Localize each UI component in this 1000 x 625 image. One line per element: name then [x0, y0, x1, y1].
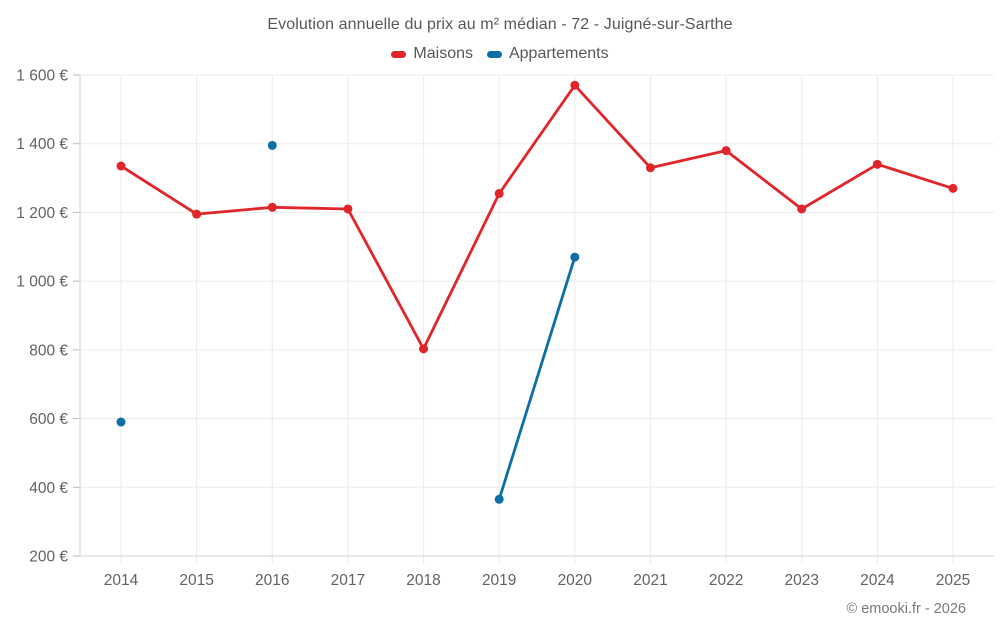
data-point-maisons-2015[interactable]	[192, 209, 202, 219]
data-point-maisons-2023[interactable]	[797, 204, 807, 214]
x-tick-label: 2016	[255, 572, 289, 589]
data-point-maisons-2024[interactable]	[872, 159, 882, 169]
legend: Maisons Appartements	[0, 45, 1000, 63]
x-tick-label: 2015	[179, 572, 213, 589]
data-point-maisons-2018[interactable]	[419, 344, 429, 354]
series-line-maisons	[119, 83, 955, 351]
appartements-swatch-icon	[486, 50, 502, 58]
x-tick-label: 2025	[936, 572, 970, 589]
y-tick-label: 800 €	[29, 342, 68, 359]
legend-label-maisons: Maisons	[413, 45, 473, 62]
data-point-appartements-2020[interactable]	[570, 252, 580, 262]
x-tick-label: 2018	[406, 572, 440, 589]
data-point-appartements-2016[interactable]	[267, 140, 277, 150]
chart-title: Evolution annuelle du prix au m² médian …	[267, 16, 733, 33]
legend-item-appartements[interactable]: Appartements	[486, 45, 609, 63]
x-tick-label: 2023	[784, 572, 818, 589]
watermark: © emooki.fr - 2026	[846, 601, 966, 617]
y-tick-label: 1 000 €	[16, 274, 68, 291]
data-point-maisons-2014[interactable]	[116, 161, 126, 171]
maisons-swatch-icon	[391, 50, 407, 58]
data-point-maisons-2020[interactable]	[570, 80, 580, 90]
data-point-appartements-2019[interactable]	[494, 494, 504, 504]
x-tick-label: 2020	[558, 572, 593, 589]
y-tick-label: 1 600 €	[16, 68, 68, 85]
legend-item-maisons[interactable]: Maisons	[391, 45, 473, 63]
x-tick-label: 2014	[104, 572, 139, 589]
legend-label-appartements: Appartements	[508, 45, 609, 62]
y-tick-label: 1 200 €	[16, 205, 68, 222]
data-point-maisons-2017[interactable]	[343, 204, 353, 214]
y-tick-label: 200 €	[29, 549, 68, 566]
series-line-appartements	[497, 255, 577, 501]
data-point-maisons-2025[interactable]	[948, 183, 958, 193]
data-point-maisons-2022[interactable]	[721, 146, 731, 156]
x-tick-label: 2022	[709, 572, 743, 589]
x-tick-label: 2024	[860, 572, 895, 589]
data-point-appartements-2014[interactable]	[116, 417, 126, 427]
data-point-maisons-2021[interactable]	[645, 163, 655, 173]
y-tick-label: 1 400 €	[16, 136, 68, 153]
x-tick-label: 2019	[482, 572, 516, 589]
x-tick-label: 2017	[331, 572, 365, 589]
data-point-maisons-2019[interactable]	[494, 189, 504, 199]
data-point-maisons-2016[interactable]	[267, 202, 277, 212]
y-tick-label: 600 €	[29, 411, 68, 428]
y-tick-label: 400 €	[29, 480, 68, 497]
x-tick-label: 2021	[633, 572, 667, 589]
